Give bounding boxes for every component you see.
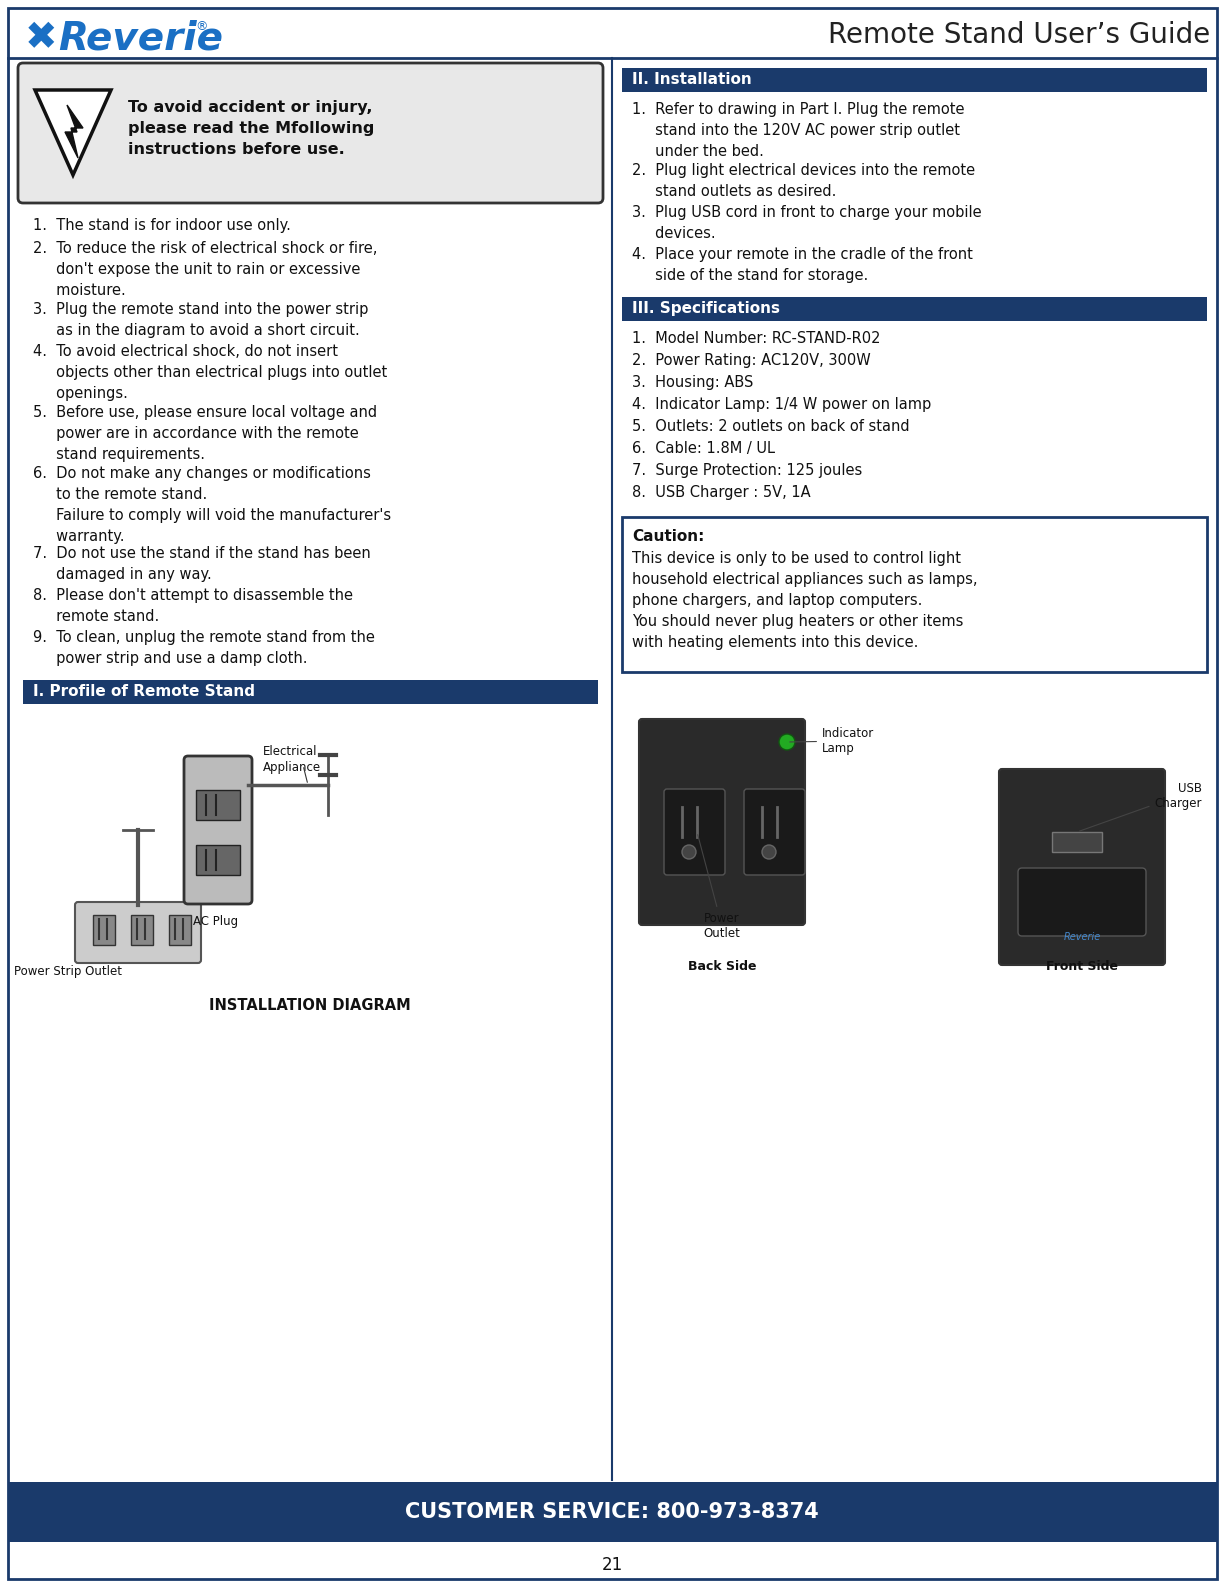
FancyBboxPatch shape [9,8,1216,1579]
Text: 3.  Plug the remote stand into the power strip
     as in the diagram to avoid a: 3. Plug the remote stand into the power … [33,302,369,338]
Text: 9.  To clean, unplug the remote stand from the
     power strip and use a damp c: 9. To clean, unplug the remote stand fro… [33,630,375,667]
Bar [169,916,191,944]
Polygon shape [65,105,83,159]
Text: ®: ® [195,21,207,33]
Text: 5.  Outlets: 2 outlets on back of stand: 5. Outlets: 2 outlets on back of stand [632,419,910,433]
Text: 2.  To reduce the risk of electrical shock or fire,
     don't expose the unit t: 2. To reduce the risk of electrical shoc… [33,241,377,298]
Circle shape [682,844,696,859]
Text: Caution:: Caution: [632,528,704,544]
Circle shape [779,735,795,751]
Text: 6.  Do not make any changes or modifications
     to the remote stand.
     Fail: 6. Do not make any changes or modificati… [33,467,391,544]
Text: 1.  Refer to drawing in Part I. Plug the remote
     stand into the 120V AC powe: 1. Refer to drawing in Part I. Plug the … [632,102,964,159]
FancyBboxPatch shape [744,789,805,874]
FancyBboxPatch shape [18,63,603,203]
Text: 8.  Please don't attempt to disassemble the
     remote stand.: 8. Please don't attempt to disassemble t… [33,589,353,624]
Text: 4.  To avoid electrical shock, do not insert
     objects other than electrical : 4. To avoid electrical shock, do not ins… [33,344,387,402]
FancyBboxPatch shape [1000,770,1165,965]
Text: 21: 21 [601,1555,622,1574]
Bar [196,844,240,874]
Bar [1052,832,1103,852]
Text: 7.  Surge Protection: 125 joules: 7. Surge Protection: 125 joules [632,463,862,478]
Text: Reverie: Reverie [58,19,223,57]
Text: Power Strip Outlet: Power Strip Outlet [13,965,122,978]
Text: USB
Charger: USB Charger [1079,782,1202,832]
Text: ✖: ✖ [24,19,58,57]
Bar [93,916,115,944]
Text: 1.  The stand is for indoor use only.: 1. The stand is for indoor use only. [33,217,290,233]
Text: Remote Stand User’s Guide: Remote Stand User’s Guide [828,21,1210,49]
Text: 6.  Cable: 1.8M / UL: 6. Cable: 1.8M / UL [632,441,775,455]
Text: 4.  Place your remote in the cradle of the front
     side of the stand for stor: 4. Place your remote in the cradle of th… [632,248,973,282]
Text: Back Side: Back Side [687,960,756,973]
Bar [23,679,598,705]
Text: 4.  Indicator Lamp: 1/4 W power on lamp: 4. Indicator Lamp: 1/4 W power on lamp [632,397,931,413]
Text: Indicator
Lamp: Indicator Lamp [790,727,875,755]
Bar [196,790,240,820]
Bar [622,297,1207,321]
Text: To avoid accident or injury,
please read the Mfollowing
instructions before use.: To avoid accident or injury, please read… [127,100,375,157]
FancyBboxPatch shape [639,719,805,925]
Text: Power
Outlet: Power Outlet [698,835,740,940]
Text: INSTALLATION DIAGRAM: INSTALLATION DIAGRAM [209,998,410,1013]
FancyBboxPatch shape [1018,868,1147,936]
Text: 3.  Housing: ABS: 3. Housing: ABS [632,375,753,390]
FancyBboxPatch shape [75,901,201,963]
Text: 1.  Model Number: RC-STAND-R02: 1. Model Number: RC-STAND-R02 [632,332,881,346]
FancyBboxPatch shape [622,517,1207,671]
Text: 8.  USB Charger : 5V, 1A: 8. USB Charger : 5V, 1A [632,486,811,500]
Bar [131,916,153,944]
Text: Reverie: Reverie [1063,932,1100,943]
Bar [23,709,598,990]
Polygon shape [36,90,111,175]
Text: 2.  Power Rating: AC120V, 300W: 2. Power Rating: AC120V, 300W [632,352,871,368]
Text: This device is only to be used to control light
household electrical appliances : This device is only to be used to contro… [632,551,978,651]
Text: CUSTOMER SERVICE: 800-973-8374: CUSTOMER SERVICE: 800-973-8374 [405,1501,818,1522]
Text: III. Specifications: III. Specifications [632,302,780,316]
Text: 2.  Plug light electrical devices into the remote
     stand outlets as desired.: 2. Plug light electrical devices into th… [632,163,975,198]
Text: 7.  Do not use the stand if the stand has been
     damaged in any way.: 7. Do not use the stand if the stand has… [33,546,371,582]
Circle shape [762,844,775,859]
Bar [9,1482,1216,1543]
Text: Electrical
Appliance: Electrical Appliance [263,744,321,774]
Text: 5.  Before use, please ensure local voltage and
     power are in accordance wit: 5. Before use, please ensure local volta… [33,405,377,462]
Text: 3.  Plug USB cord in front to charge your mobile
     devices.: 3. Plug USB cord in front to charge your… [632,205,981,241]
FancyBboxPatch shape [664,789,725,874]
FancyBboxPatch shape [184,755,252,905]
Text: II. Installation: II. Installation [632,73,752,87]
Bar [622,68,1207,92]
Text: Front Side: Front Side [1046,960,1118,973]
Text: I. Profile of Remote Stand: I. Profile of Remote Stand [33,684,255,700]
Text: AC Plug: AC Plug [194,916,238,928]
